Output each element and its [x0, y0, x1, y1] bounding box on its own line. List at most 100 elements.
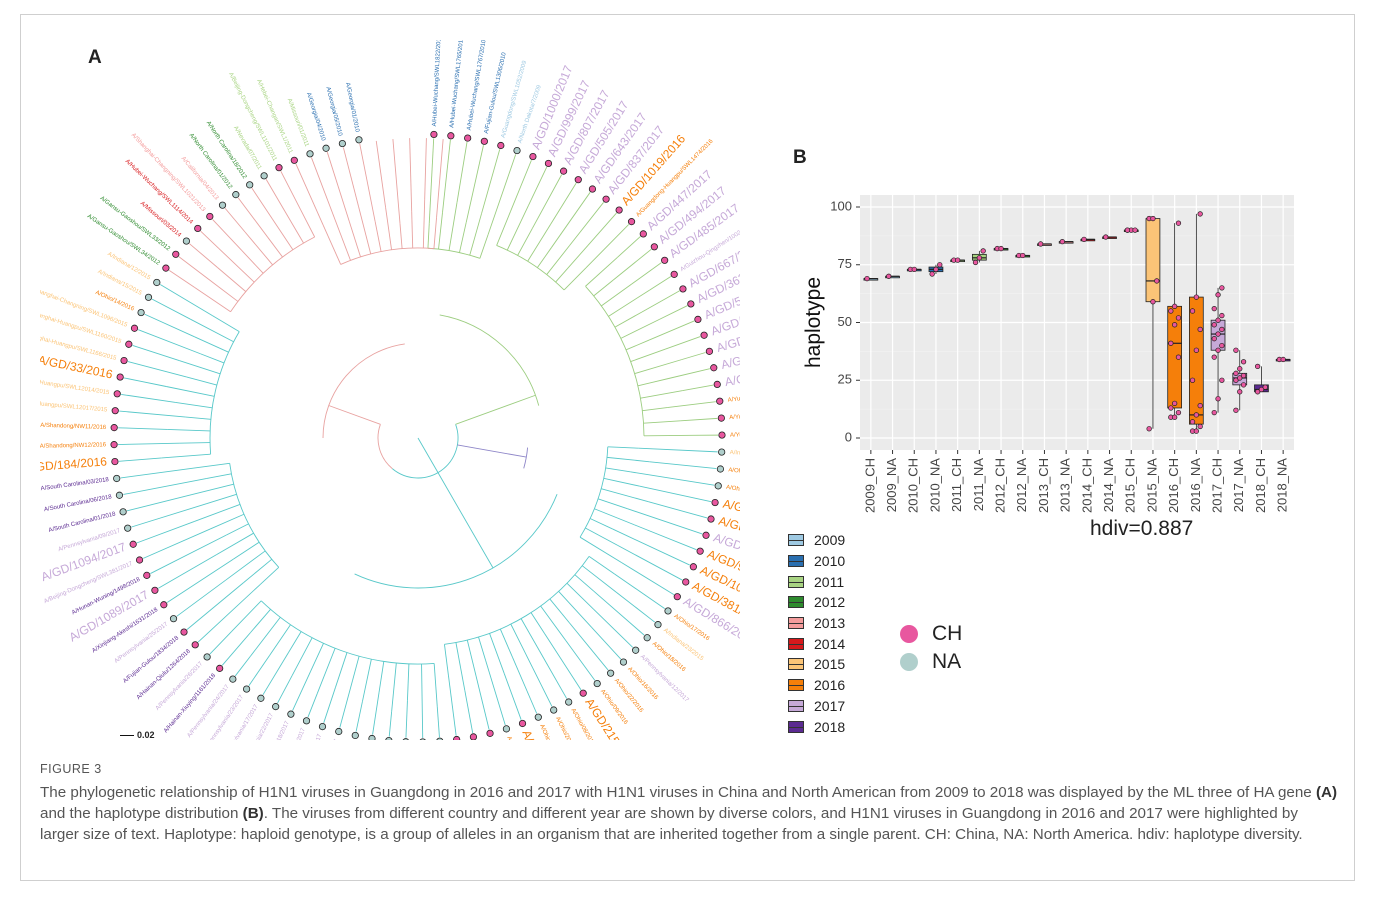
hdiv-label: hdiv=0.887 — [1090, 517, 1194, 540]
tree-branch — [339, 680, 354, 728]
data-point — [1240, 372, 1247, 379]
legend-item-2016: 2016 — [788, 675, 845, 696]
tip-na-dot — [632, 646, 640, 654]
tip-label: A/Pennsylvania/25/2017 — [114, 621, 170, 665]
tree-branch — [316, 648, 336, 695]
tree-branch — [138, 329, 201, 355]
tip-na-dot — [242, 685, 251, 693]
tree-branch — [352, 656, 360, 681]
tip-ch-dot — [710, 364, 718, 372]
tip-na-dot — [643, 634, 651, 642]
data-point — [1237, 375, 1243, 381]
tree-branch — [262, 652, 289, 696]
data-point — [1124, 227, 1131, 233]
tree-branch — [594, 508, 635, 526]
tip-label: A/Ohio/24/2016 — [505, 736, 523, 740]
tree-branch — [118, 457, 162, 462]
tree-branch — [551, 192, 591, 248]
tree-branch — [642, 407, 668, 412]
tree-branch — [569, 622, 609, 671]
tip-ch-dot — [717, 414, 725, 422]
tree-branch — [144, 313, 196, 338]
data-point — [1059, 238, 1065, 245]
tree-branch — [176, 579, 227, 617]
tree-branch — [328, 405, 381, 425]
tree-branch — [132, 345, 180, 362]
data-point — [1211, 336, 1217, 342]
tree-branch — [244, 231, 274, 266]
data-point — [1262, 384, 1268, 390]
tree-branch — [158, 554, 217, 589]
tip-label: A/GD/184/2016 — [40, 454, 108, 474]
tree-branch — [231, 600, 262, 633]
tree-branch — [485, 660, 506, 726]
data-point — [1168, 340, 1174, 346]
tree-branch — [217, 285, 239, 302]
tip-label: A/Hainan-Qiulu/1264/2018 — [136, 648, 192, 701]
tip-ch-dot — [707, 515, 715, 523]
tip-ch-dot — [111, 457, 119, 466]
y-tick-label: 100 — [830, 198, 852, 213]
caption-text: The phylogenetic relationship of H1N1 vi… — [40, 782, 1340, 845]
tip-label: A/Beijing-Dongcheng/SWL1101/2011 — [227, 72, 278, 163]
data-point — [1280, 356, 1286, 363]
x-tick-label: 2012_NA — [1014, 458, 1029, 513]
tip-ch-dot — [162, 264, 170, 272]
data-point — [1219, 326, 1225, 333]
data-point — [1189, 377, 1196, 383]
data-point — [1233, 347, 1239, 353]
data-point — [911, 266, 917, 273]
data-point — [1211, 409, 1217, 416]
tree-branch — [667, 368, 710, 380]
data-point — [972, 259, 979, 266]
tree-branch — [310, 643, 324, 672]
tree-branch — [131, 503, 208, 528]
x-tick-label: 2015_NA — [1144, 458, 1159, 513]
tree-branch — [209, 513, 245, 530]
tree-branch — [212, 315, 240, 332]
tip-label: A/Georgia/04/2010 — [305, 92, 326, 142]
location-dot — [900, 625, 918, 643]
tip-na-dot — [385, 736, 393, 740]
tip-label: A/Hubei-Wuchang/SWL1822/2010 — [432, 40, 443, 127]
tree-branch — [549, 182, 577, 225]
legend-item-2018: 2018 — [788, 716, 845, 737]
tip-label: A/Yunnan-Simao/1998/2016 — [727, 389, 740, 404]
tip-na-dot — [716, 465, 725, 473]
tree-branch — [640, 390, 683, 399]
tree-branch — [375, 140, 387, 208]
location-dot — [900, 653, 918, 671]
data-point — [937, 262, 943, 268]
legend-label: 2017 — [814, 697, 846, 714]
tree-branch — [189, 243, 218, 268]
tree-branch — [496, 245, 565, 291]
tip-na-dot — [419, 738, 426, 740]
scale-bar-line — [120, 735, 134, 737]
tree-branch — [585, 257, 618, 287]
tree-branch — [634, 359, 682, 375]
data-point — [1103, 234, 1109, 240]
tree-branch — [469, 213, 482, 256]
tree-branch — [127, 361, 188, 378]
tree-branch — [417, 437, 439, 473]
legend-swatch — [788, 534, 804, 547]
tip-ch-dot — [682, 578, 690, 586]
data-point — [1020, 252, 1026, 259]
tree-branch — [232, 541, 260, 560]
tip-ch-dot — [639, 230, 647, 238]
tip-label: A/Georgia/05/2010 — [324, 86, 343, 137]
tip-na-dot — [218, 201, 227, 209]
tree-branch — [166, 558, 234, 603]
tree-branch — [421, 688, 424, 738]
tree-branch — [569, 202, 604, 246]
tip-ch-dot — [518, 719, 527, 728]
tree-branch — [186, 376, 217, 386]
tree-branch — [649, 276, 672, 291]
tree-branch — [510, 623, 534, 669]
data-point — [1215, 396, 1221, 402]
tree-branch — [151, 298, 191, 320]
location-legend-ch: CH — [900, 620, 962, 648]
data-point — [1197, 403, 1203, 409]
tree-branch — [123, 478, 207, 495]
data-point — [929, 271, 935, 277]
